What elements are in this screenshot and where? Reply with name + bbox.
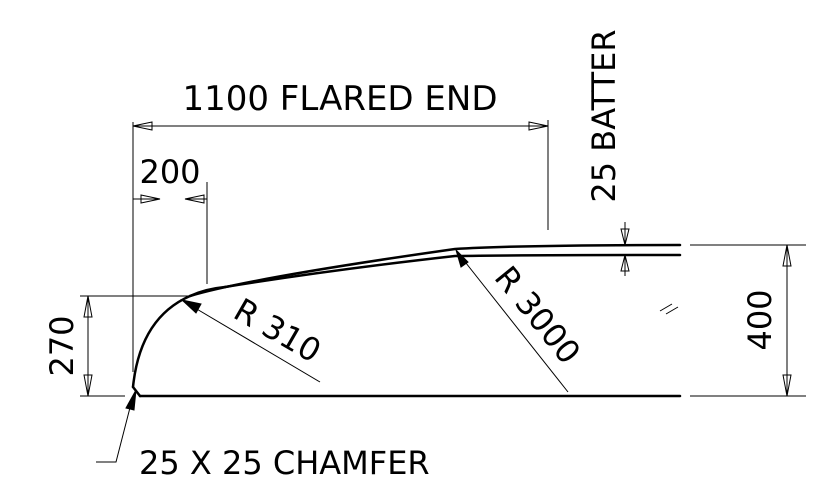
- radius-310-label: R 310: [228, 291, 328, 371]
- radius-310-curve: [131, 285, 227, 389]
- dimension-200: 200: [133, 153, 207, 204]
- chamfer-label: 25 X 25 CHAMFER: [139, 444, 430, 482]
- flared-end-dimension: 1100 FLARED END: [132, 79, 549, 131]
- flare-lower-edge: [223, 253, 682, 289]
- dimension-270: 270: [43, 295, 93, 397]
- profile-outline: [131, 243, 682, 398]
- radius-3000-leader: R 3000: [455, 249, 588, 393]
- hatch-marks: [659, 303, 679, 315]
- radius-310-leader: R 310: [180, 291, 328, 383]
- radius-3000-label: R 3000: [487, 259, 588, 371]
- dimension-400: 400: [741, 244, 792, 397]
- dimension-270-label: 270: [43, 315, 81, 376]
- dimension-400-label: 400: [741, 289, 779, 350]
- batter-label: 25 BATTER: [585, 29, 623, 202]
- chamfer-edge: [131, 385, 142, 398]
- dimension-200-label: 200: [139, 153, 200, 191]
- flare-upper-edge: [188, 243, 682, 298]
- flared-end-label: 1100 FLARED END: [182, 79, 497, 119]
- chamfer-leader: 25 X 25 CHAMFER: [96, 389, 430, 482]
- batter-dimension: 25 BATTER: [585, 29, 630, 276]
